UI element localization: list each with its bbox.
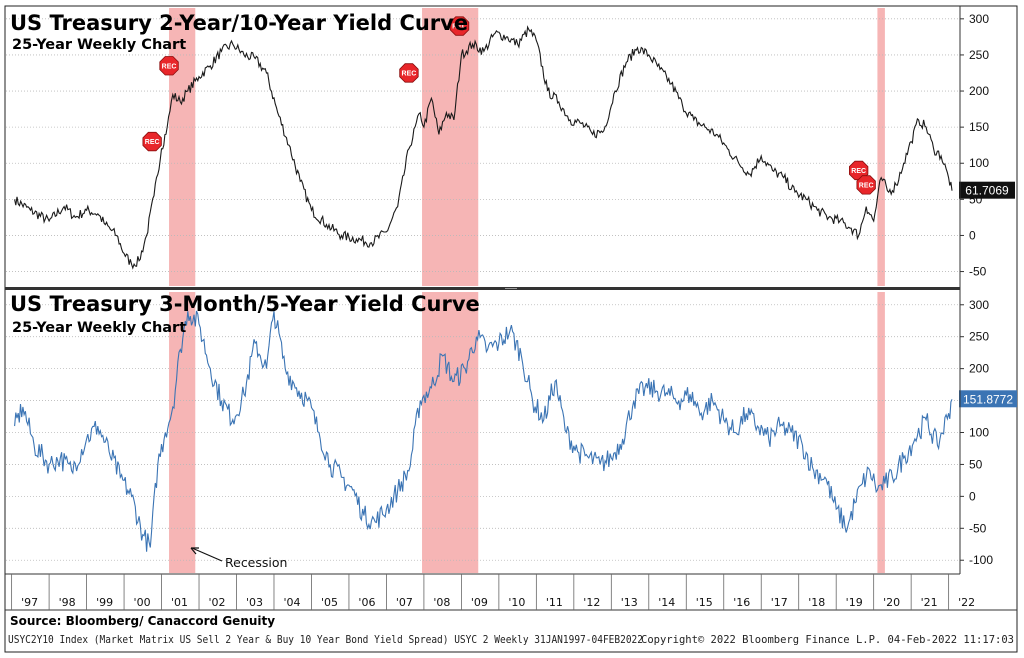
rec-marker-shape [159,56,179,76]
rec-marker-label: REC [452,24,467,31]
series-line-2y10y [14,25,953,270]
y-tick-label: 50 [969,457,983,471]
y-tick-label: 100 [969,156,989,170]
title-bottom: US Treasury 3-Month/5-Year Yield Curve [10,292,480,316]
subtitle-bottom: 25-Year Weekly Chart [12,320,186,336]
last-value-tag-top: 61.7069 [959,181,1015,199]
x-tick-label: '15 [696,596,713,609]
annotation-arrowhead [190,547,199,555]
recession-marker: REC [856,175,876,195]
x-tick-label: '00 [134,596,151,609]
x-tick-label: '10 [508,596,525,609]
x-tick-label: '14 [658,596,675,609]
x-tick-label: '98 [59,596,76,609]
rec-marker-shape [449,16,470,36]
last-value-tag-bg-bottom [959,390,1017,408]
x-tick-label: '09 [471,596,488,609]
recession-marker: REC [399,63,419,83]
x-tick-label: '18 [808,596,825,609]
x-tick-label: '07 [396,596,413,609]
x-tick-label: '04 [283,596,300,609]
y-tick-label: 200 [969,362,989,376]
recession-markers: REC REC REC REC REC REC [142,16,876,195]
last-value-tag-bg-top [959,181,1015,199]
x-tick-label: '08 [433,596,450,609]
recession-bands-top [169,8,885,286]
y-tick-label: 250 [969,48,989,62]
last-value-top: 61.7069 [965,184,1009,198]
footer-left: USYC2Y10 Index (Market Matrix US Sell 2 … [8,634,643,646]
x-tick-label: '02 [209,596,226,609]
recession-marker: REC [449,16,470,36]
rec-marker-label: REC [859,182,874,189]
recession-band [169,292,196,573]
recession-marker: REC [159,56,179,76]
y-tick-label: -100 [969,553,993,567]
annotation-text: Recession [225,555,287,570]
y-tick-label: -50 [969,521,987,535]
y-tick-label: 250 [969,330,989,344]
rec-marker-shape [856,175,876,195]
x-tick-label: '20 [883,596,900,609]
recession-band [422,8,479,286]
y-tick-label: 100 [969,426,989,440]
y-tick-label: 150 [969,120,989,134]
rec-marker-label: REC [851,168,866,175]
recession-band [877,292,885,573]
recession-band [877,8,885,286]
y-tick-label: 200 [969,84,989,98]
figure-border [4,5,1018,653]
y-gridlines-bottom [6,304,960,561]
rec-marker-label: REC [145,139,160,146]
x-tick-label: '11 [546,596,563,609]
x-tick-label: '17 [771,596,788,609]
x-tick-label: '99 [96,596,113,609]
x-tick-label: '06 [358,596,375,609]
rec-marker-shape [399,63,419,83]
x-tick-label: '12 [583,596,600,609]
last-value-bottom: 151.8772 [963,392,1013,406]
source-note: Source: Bloomberg/ Canaccord Genuity [10,614,275,628]
x-tick-label: '22 [958,596,975,609]
y-tick-label: 0 [969,228,976,242]
recession-annotation: Recession [190,547,287,570]
annotation-arrow [191,547,223,562]
y-gridlines-top [6,18,960,272]
footer-right: Copyright© 2022 Bloomberg Finance L.P. 0… [641,634,1014,646]
x-tick-label: '05 [321,596,338,609]
subtitle-top: 25-Year Weekly Chart [12,37,186,53]
x-tick-label: '21 [921,596,938,609]
y-tick-label: -50 [969,265,987,279]
title-top: US Treasury 2-Year/10-Year Yield Curve [10,11,468,35]
x-tick-label: '16 [733,596,750,609]
recession-marker: REC [142,131,162,152]
rec-marker-shape [142,131,162,152]
y-tick-label: 300 [969,298,989,312]
x-tick-label: '13 [621,596,638,609]
y-tick-label: 0 [969,489,976,503]
x-axis: '97 '98 '99 '00 '01 '02 '03 '04 '05 '06 '07 '08 '09 '… [11,574,975,610]
x-tick-label: '03 [246,596,263,609]
x-tick-label: '97 [21,596,38,609]
x-tick-label: '01 [171,596,188,609]
y-tick-label: 300 [969,12,989,26]
x-tick-label: '19 [846,596,863,609]
rec-marker-label: REC [162,63,177,70]
rec-marker-label: REC [402,70,417,77]
series-line-3m5y [14,310,953,552]
last-value-tag-bottom: 151.8772 [959,390,1017,408]
recession-band [169,8,196,286]
